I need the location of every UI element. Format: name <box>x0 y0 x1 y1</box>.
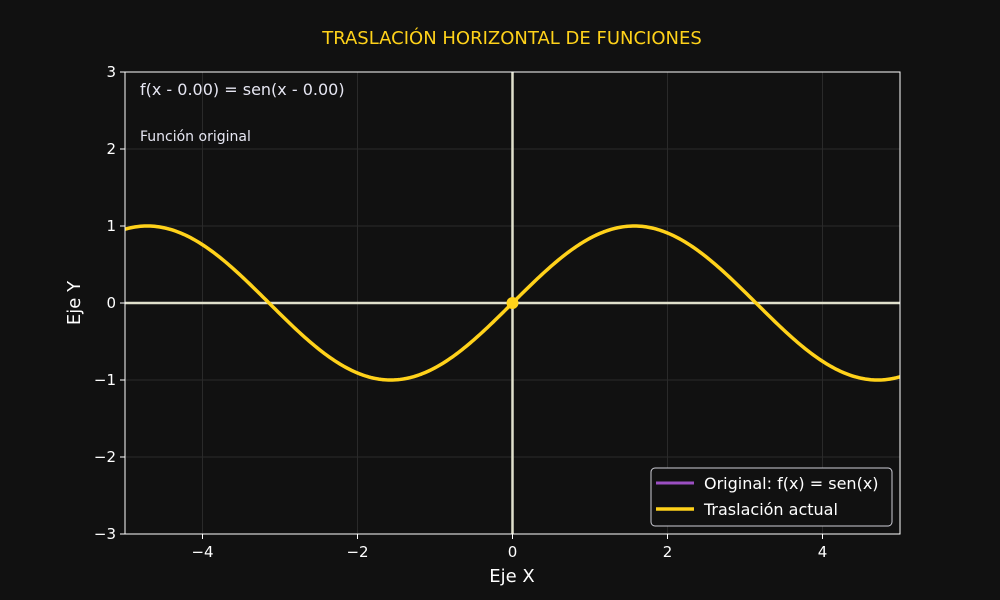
x-tick-label: 4 <box>818 543 828 561</box>
y-tick-label: −2 <box>94 448 116 466</box>
y-tick-label: 2 <box>106 140 116 158</box>
x-tick-label: 0 <box>508 543 518 561</box>
chart-title: TRASLACIÓN HORIZONTAL DE FUNCIONES <box>321 27 702 49</box>
series-layer <box>124 224 901 382</box>
equation-annotation: f(x - 0.00) = sen(x - 0.00) <box>140 80 345 99</box>
y-tick-label: 1 <box>106 217 116 235</box>
origin-marker <box>506 297 519 309</box>
legend-label-original: Original: f(x) = sen(x) <box>704 474 879 493</box>
legend-label-current: Traslación actual <box>703 500 838 519</box>
y-tick-label: −1 <box>94 371 116 389</box>
legend: Original: f(x) = sen(x) Traslación actua… <box>650 467 893 527</box>
ticks: −4 −2 0 2 4 −3 −2 −1 0 1 2 3 <box>94 63 827 561</box>
legend-box <box>650 467 893 527</box>
status-annotation: Función original <box>140 129 251 145</box>
x-axis-label: Eje X <box>489 566 535 587</box>
x-tick-label: 2 <box>663 543 673 561</box>
x-tick-label: −4 <box>191 543 213 561</box>
y-tick-label: −3 <box>94 525 116 543</box>
y-axis-label: Eje Y <box>64 280 85 325</box>
x-tick-label: −2 <box>346 543 368 561</box>
y-tick-label: 3 <box>106 63 116 81</box>
y-tick-label: 0 <box>106 294 116 312</box>
